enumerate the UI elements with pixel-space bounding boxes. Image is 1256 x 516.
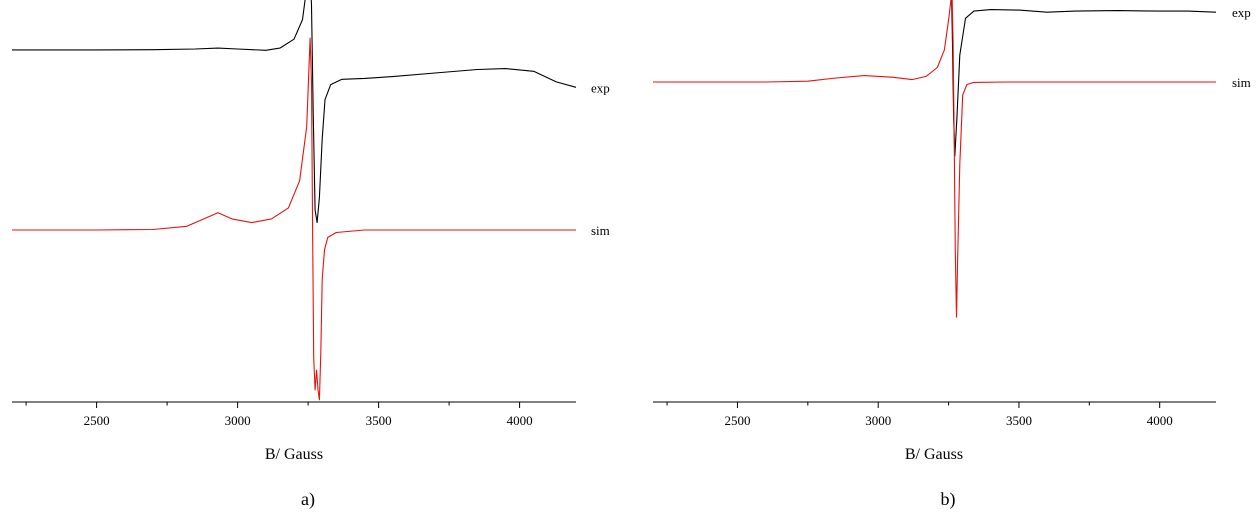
series-line-sim-a [12,37,576,401]
x-ticks-a: 2500 3000 3500 4000 [25,402,533,428]
plot-area-b: exp sim [653,0,1251,318]
x-tick-label-2500-a: 2500 [84,413,110,428]
x-tick-label-4000-a: 4000 [507,413,533,428]
plot-area-a: exp sim [12,0,610,401]
series-line-exp-b [951,0,1217,157]
series-label-sim-a: sim [591,223,610,238]
x-ticks-b: 2500 3000 3500 4000 [666,402,1173,428]
series-line-sim-b [653,0,1216,318]
x-tick-label-2500-b: 2500 [724,413,750,428]
series-label-exp-b: exp [1232,5,1251,20]
chart-panel-b: exp sim 2500 3000 3500 4000 B/ Gauss b) [653,0,1251,510]
x-axis-title-a: B/ Gauss [265,446,323,463]
x-tick-label-4000-b: 4000 [1147,413,1173,428]
panel-label-a: a) [301,489,315,510]
series-line-exp-a [12,0,577,224]
series-label-exp-a: exp [591,80,610,95]
series-label-sim-b: sim [1232,75,1251,90]
x-tick-label-3500-b: 3500 [1006,413,1032,428]
x-axis-title-b: B/ Gauss [905,446,963,463]
x-tick-label-3000-b: 3000 [865,413,891,428]
panel-label-b: b) [941,489,956,510]
x-tick-label-3500-a: 3500 [366,413,392,428]
chart-panel-a: exp sim 2500 3000 3500 4000 B/ Gauss a) [12,0,610,510]
x-tick-label-3000-a: 3000 [225,413,251,428]
